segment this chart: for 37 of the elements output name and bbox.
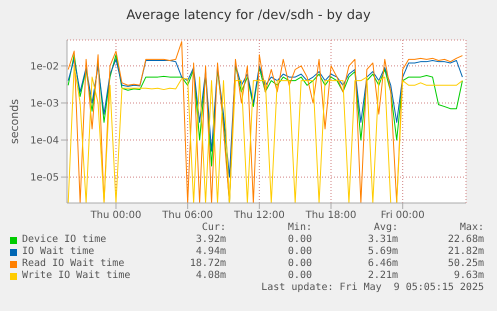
- text: 22.68m: [446, 234, 484, 246]
- text: 2.21m: [366, 270, 398, 282]
- x-tick-label: Thu 00:00: [90, 210, 142, 222]
- text: 3.92m: [194, 234, 226, 246]
- x-tick-label: Thu 12:00: [232, 210, 285, 222]
- y-tick-label: 1e-03: [30, 98, 59, 110]
- text: 0.00: [286, 234, 312, 246]
- x-tick-label: Thu 18:00: [304, 210, 356, 222]
- legend-label: IO Wait time: [21, 246, 96, 258]
- legend-label: Read IO Wait time: [21, 258, 126, 270]
- text: 3.31m: [366, 234, 398, 246]
- text: Max:: [458, 222, 484, 234]
- text: 50.25m: [446, 258, 484, 270]
- y-tick-label: 1e-05: [30, 172, 59, 184]
- x-tick-label: Thu 06:00: [161, 210, 214, 222]
- text: 0.00: [286, 258, 312, 270]
- legend-label: Device IO time: [21, 234, 108, 246]
- text: 21.82m: [446, 246, 484, 258]
- chart-title: Average latency for /dev/sdh - by day: [125, 8, 372, 23]
- y-tick-label: 1e-04: [30, 136, 59, 147]
- text: Avg:: [372, 222, 398, 234]
- text: 9.63m: [452, 270, 484, 282]
- legend-label: Write IO Wait time: [21, 270, 132, 282]
- line-series: [68, 58, 463, 178]
- text: 0.00: [286, 246, 312, 258]
- text: Cur:: [200, 222, 226, 234]
- text: Last update: Fri May 9 05:05:15 2025: [260, 282, 484, 294]
- text: Min:: [286, 222, 312, 234]
- text: 18.72m: [188, 258, 226, 270]
- text: 6.46m: [366, 258, 398, 270]
- text: 5.69m: [366, 246, 398, 258]
- x-tick-label: Fri 00:00: [380, 210, 425, 222]
- text: 4.08m: [194, 270, 226, 282]
- y-tick-label: 1e-02: [30, 61, 59, 72]
- text: 0.00: [286, 270, 312, 282]
- y-axis-title: seconds: [8, 98, 21, 144]
- text: 4.94m: [194, 246, 226, 258]
